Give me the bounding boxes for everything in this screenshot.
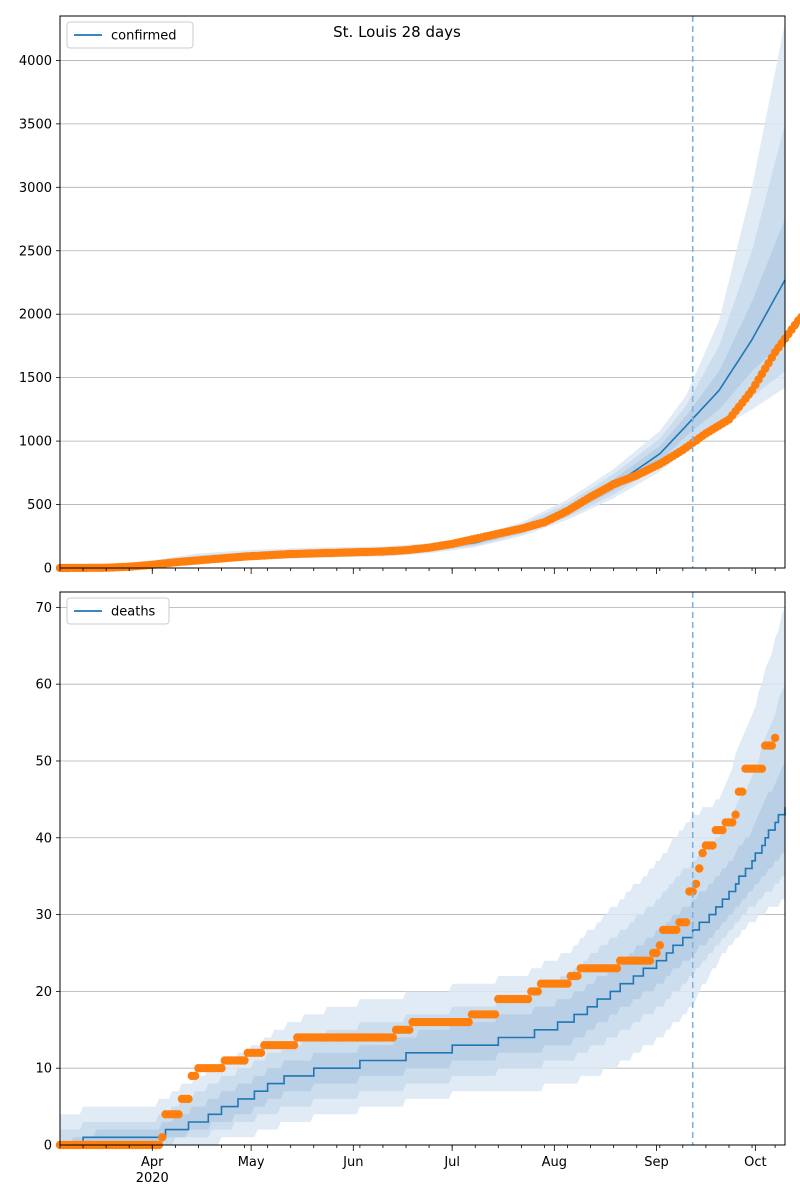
y-tick-label: 3000 [19,181,52,196]
deaths-observed-point [190,1071,200,1081]
deaths-observed-point [612,964,622,973]
deaths-observed-point [217,1064,226,1073]
x-tick-label: Sep [644,1155,669,1170]
band-mid [60,684,785,1145]
x-tick-label: May [238,1155,265,1170]
x-tick-label: Jul [443,1155,460,1170]
deaths-observed-point [256,1048,266,1058]
confirmed-legend: confirmed [66,21,194,49]
deaths-observed-point [405,1025,414,1035]
deaths-observed-point [757,764,767,773]
deaths-legend: deaths [66,597,170,625]
deaths-observed-point [388,1033,397,1042]
y-tick-label: 1000 [19,435,52,450]
band-inner [60,219,785,568]
deaths-observed-point [490,1010,500,1019]
deaths-observed-point [184,1094,193,1104]
y-tick-label: 10 [35,1062,52,1077]
x-year-label: 2020 [136,1171,169,1186]
band-inner [60,761,785,1145]
deaths-observed-point [464,1017,473,1027]
y-tick-label: 2000 [19,308,52,323]
legend-label: confirmed [111,29,177,44]
y-tick-label: 500 [27,498,52,513]
deaths-observed-point [655,941,664,950]
deaths-observed-point [573,971,582,981]
deaths-observed-point [289,1041,299,1050]
confirmed-observed-point [797,313,800,321]
y-tick-label: 50 [35,754,52,769]
axes-frame [59,15,786,569]
y-tick-label: 0 [44,1139,52,1154]
deaths-observed-point [523,994,533,1004]
x-tick-label: Aug [542,1155,567,1170]
chart-title: St. Louis 28 days [333,23,461,41]
y-tick-label: 0 [44,562,52,577]
y-tick-label: 60 [35,678,52,693]
legend-box [66,597,170,625]
deaths-observed-point [688,887,697,896]
axes-frame [59,591,786,1146]
x-tick-label: Jun [342,1155,363,1170]
deaths-observed-point [158,1133,167,1142]
deaths-observed-point [718,825,727,835]
y-tick-label: 70 [35,601,52,616]
band-outer [60,22,785,569]
deaths-observed-point [681,918,691,927]
deaths-median-line [60,807,786,1146]
x-tick-label: Oct [744,1155,766,1170]
band-mid [60,123,785,569]
deaths-observed-point [563,979,572,988]
deaths-observed-point [731,810,740,819]
deaths-observed-point [695,864,704,873]
y-tick-label: 2500 [19,244,52,259]
deaths-observed-point [770,733,780,743]
deaths-observed-point [767,741,776,750]
deaths-observed-point [708,841,717,850]
y-tick-label: 3500 [19,117,52,132]
deaths-observed-point [672,925,681,935]
deaths-observed-point [728,818,737,827]
legend-label: deaths [111,605,156,620]
deaths-observed-point [240,1056,249,1065]
deaths-observed-point [738,787,747,796]
y-tick-label: 40 [35,831,52,846]
deaths-observed-point [645,956,655,965]
y-tick-label: 30 [35,908,52,923]
x-tick-label: Apr [141,1155,164,1170]
deaths-observed-point [652,948,661,958]
deaths-observed-point [698,848,707,858]
y-tick-label: 1500 [19,371,52,386]
deaths-observed-point [691,879,701,889]
y-tick-label: 20 [35,985,52,1000]
legend-box [66,21,194,49]
y-tick-label: 4000 [19,54,52,69]
deaths-observed-point [174,1110,183,1119]
deaths-observed-point [533,987,542,996]
confirmed-panel: 0 500 1000 1500 2000 2500 3000 3500 4000 confirme… [19,15,800,577]
